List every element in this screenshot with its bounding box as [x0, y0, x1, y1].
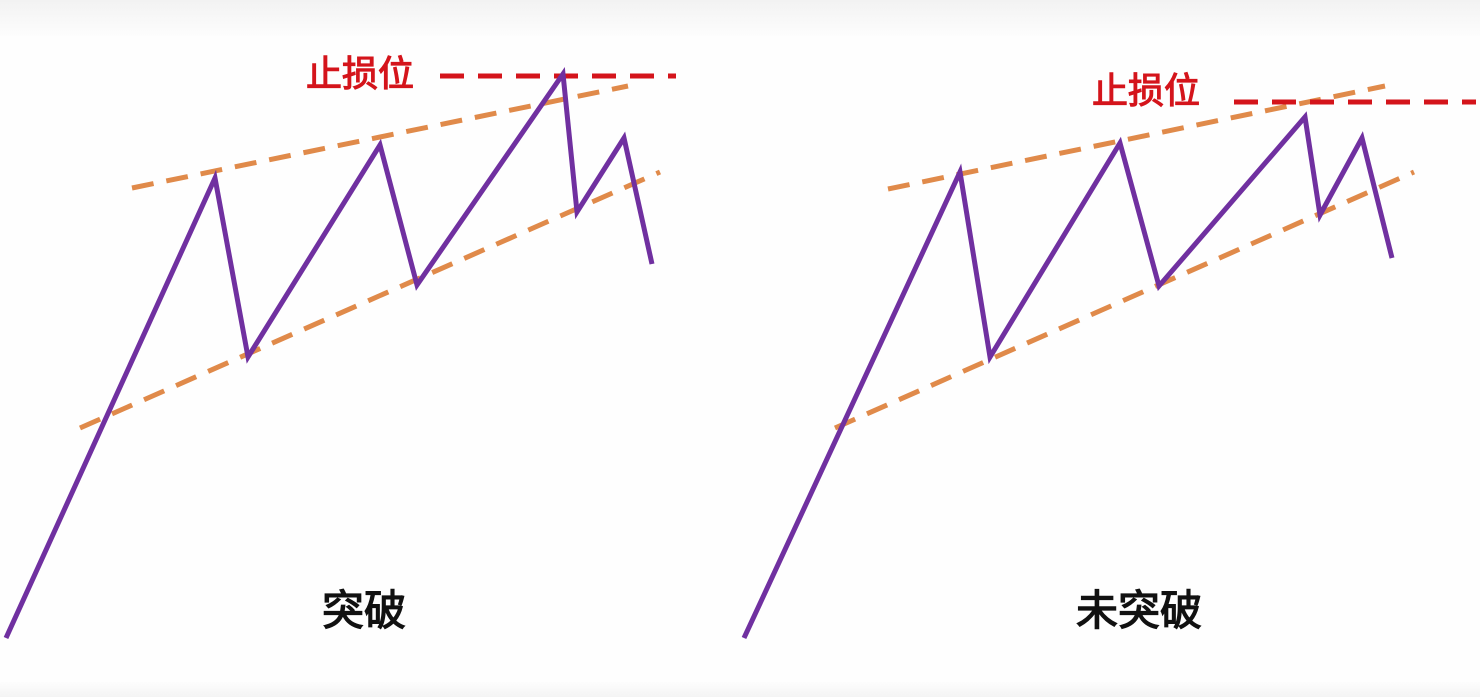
stop-loss-label: 止损位: [306, 54, 414, 95]
panel-breakout: 止损位 突破: [3, 54, 676, 640]
price-path: [3, 67, 655, 640]
upper-trendline: [887, 83, 1386, 192]
lower-trendline: [833, 169, 1416, 431]
stop-loss-label: 止损位: [1092, 71, 1200, 112]
price-path: [741, 111, 1395, 640]
upper-trendline: [131, 83, 629, 191]
bottom-shadow-band: [0, 682, 1480, 697]
lower-trendline: [78, 169, 662, 431]
panel-no-breakout: 止损位 未突破: [741, 71, 1476, 640]
top-shadow-band: [0, 0, 1480, 36]
panel-caption: 突破: [322, 586, 406, 635]
panel-caption: 未突破: [1076, 586, 1202, 635]
